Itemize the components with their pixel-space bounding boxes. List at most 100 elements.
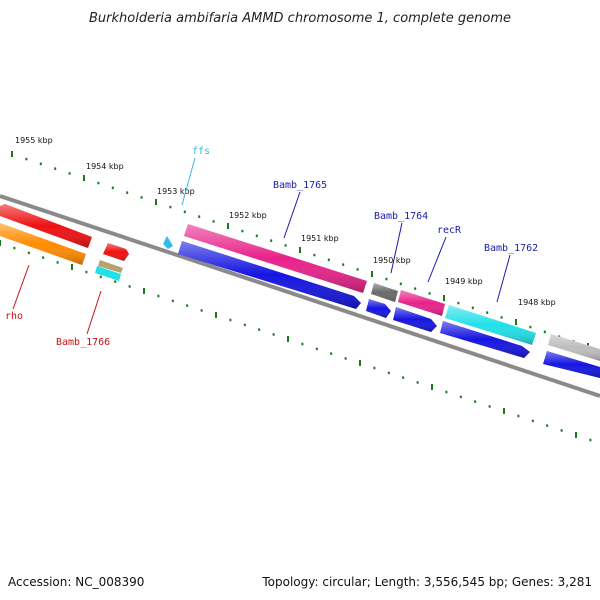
leader-lines bbox=[12, 157, 511, 335]
inner-tick-30 bbox=[431, 384, 433, 390]
feature-orange-shade bbox=[0, 223, 86, 265]
inner-tick-31 bbox=[445, 390, 448, 394]
outer-tick-21 bbox=[313, 253, 316, 257]
inner-tick-28 bbox=[402, 376, 405, 379]
inner-tick-24 bbox=[344, 357, 347, 360]
gene-label-bamb1766[interactable]: Bamb_1766 bbox=[56, 337, 110, 348]
feature-blue-large-shade bbox=[178, 241, 361, 309]
inner-tick-10 bbox=[143, 288, 145, 294]
feature-red-top-shade bbox=[0, 204, 92, 248]
outer-tick-13 bbox=[198, 215, 201, 218]
genome-summary-text: Topology: circular; Length: 3,556,545 bp… bbox=[261, 575, 592, 589]
inner-tick-23 bbox=[330, 352, 333, 355]
leader-recr bbox=[427, 236, 447, 283]
outer-tick-15 bbox=[227, 223, 229, 229]
outer-tick-25 bbox=[371, 271, 373, 277]
feature-blue-small-shade bbox=[366, 299, 391, 318]
inner-tick-3 bbox=[42, 256, 45, 259]
tick-label-1952: 1952 kbp bbox=[229, 211, 267, 220]
feature-blue-medium-shade bbox=[393, 307, 437, 332]
outer-tick-6 bbox=[97, 181, 100, 185]
inner-tick-14 bbox=[200, 309, 203, 312]
gene-label-bamb1764[interactable]: Bamb_1764 bbox=[374, 211, 428, 222]
leader-bamb1764 bbox=[390, 222, 403, 274]
inner-tick-9 bbox=[128, 285, 131, 288]
inner-tick-7 bbox=[99, 275, 102, 279]
inner-tick-37 bbox=[531, 419, 534, 423]
outer-tick-14 bbox=[212, 220, 215, 223]
outer-tick-37 bbox=[543, 330, 546, 334]
feature-bamb1762-shade bbox=[445, 305, 536, 345]
inner-tick-41 bbox=[589, 438, 592, 442]
inner-tick-19 bbox=[272, 333, 275, 336]
outer-tick-34 bbox=[500, 316, 503, 319]
outer-tick-29 bbox=[428, 292, 431, 295]
feature-recr-shade bbox=[398, 290, 445, 316]
tick-label-1953: 1953 kbp bbox=[157, 187, 195, 196]
gene-label-rho[interactable]: rho bbox=[5, 311, 23, 322]
outer-tick-20 bbox=[299, 247, 301, 253]
outer-tick-4 bbox=[68, 172, 71, 175]
outer-tick-5 bbox=[83, 175, 85, 181]
gene-label-recr[interactable]: recR bbox=[437, 225, 462, 236]
inner-tick-22 bbox=[315, 347, 318, 351]
inner-tick-dots bbox=[0, 240, 592, 442]
outer-tick-28 bbox=[414, 287, 417, 290]
inner-tick-27 bbox=[387, 371, 390, 375]
inner-tick-0 bbox=[0, 240, 1, 246]
inner-tick-21 bbox=[301, 342, 304, 346]
feature-gray-right-shade bbox=[548, 334, 600, 361]
outer-tick-8 bbox=[126, 191, 129, 194]
tick-label-1954: 1954 kbp bbox=[86, 162, 124, 171]
inner-tick-5 bbox=[71, 264, 73, 270]
outer-tick-32 bbox=[471, 306, 474, 310]
feature-bamb1764-shade bbox=[371, 283, 398, 302]
inner-tick-38 bbox=[546, 424, 549, 427]
inner-tick-39 bbox=[560, 429, 563, 432]
leader-rho bbox=[12, 264, 30, 310]
feature-bamb1765-shade bbox=[184, 224, 367, 293]
gene-label-ffs[interactable]: ffs bbox=[192, 146, 210, 157]
feature-tan[interactable] bbox=[98, 260, 123, 273]
inner-tick-17 bbox=[243, 323, 246, 327]
chromosome-backbone bbox=[0, 194, 600, 398]
outer-tick-11 bbox=[169, 205, 172, 209]
inner-tick-32 bbox=[459, 395, 462, 399]
outer-tick-31 bbox=[457, 301, 460, 305]
outer-tick-22 bbox=[327, 258, 330, 262]
inner-tick-36 bbox=[517, 414, 520, 418]
map-title: Burkholderia ambifaria AMMD chromosome 1… bbox=[89, 11, 511, 26]
tick-label-1951: 1951 kbp bbox=[301, 234, 339, 243]
outer-tick-19 bbox=[284, 244, 287, 247]
inner-tick-25 bbox=[359, 360, 361, 366]
feature-cyan-small[interactable] bbox=[95, 266, 121, 281]
inner-tick-4 bbox=[56, 261, 59, 264]
inner-tick-26 bbox=[373, 366, 376, 370]
outer-tick-0 bbox=[11, 151, 13, 157]
inner-tick-15 bbox=[215, 312, 217, 318]
outer-tick-12 bbox=[183, 210, 186, 214]
outer-tick-1 bbox=[25, 157, 28, 161]
tick-label-1949: 1949 kbp bbox=[445, 277, 483, 286]
outer-tick-35 bbox=[515, 319, 517, 325]
feature-blue-edge-shade bbox=[543, 351, 600, 378]
feature-blue-right-shade bbox=[440, 321, 530, 358]
leader-bamb1762 bbox=[496, 254, 511, 303]
gene-label-bamb1762[interactable]: Bamb_1762 bbox=[484, 243, 538, 254]
leader-bamb1766 bbox=[86, 290, 102, 335]
inner-tick-35 bbox=[503, 408, 505, 414]
outer-tick-16 bbox=[241, 229, 244, 233]
outer-tick-3 bbox=[54, 167, 57, 170]
outer-tick-26 bbox=[385, 277, 388, 281]
inner-tick-2 bbox=[27, 251, 30, 255]
outer-tick-10 bbox=[155, 199, 157, 205]
tick-label-1948: 1948 kbp bbox=[518, 298, 556, 307]
inner-tick-40 bbox=[575, 432, 577, 438]
inner-tick-34 bbox=[488, 405, 491, 408]
feature-ffs[interactable] bbox=[163, 236, 173, 249]
inner-tick-8 bbox=[114, 280, 117, 283]
leader-bamb1765 bbox=[283, 191, 301, 239]
gene-label-bamb1765[interactable]: Bamb_1765 bbox=[273, 180, 327, 191]
outer-tick-23 bbox=[342, 263, 345, 266]
